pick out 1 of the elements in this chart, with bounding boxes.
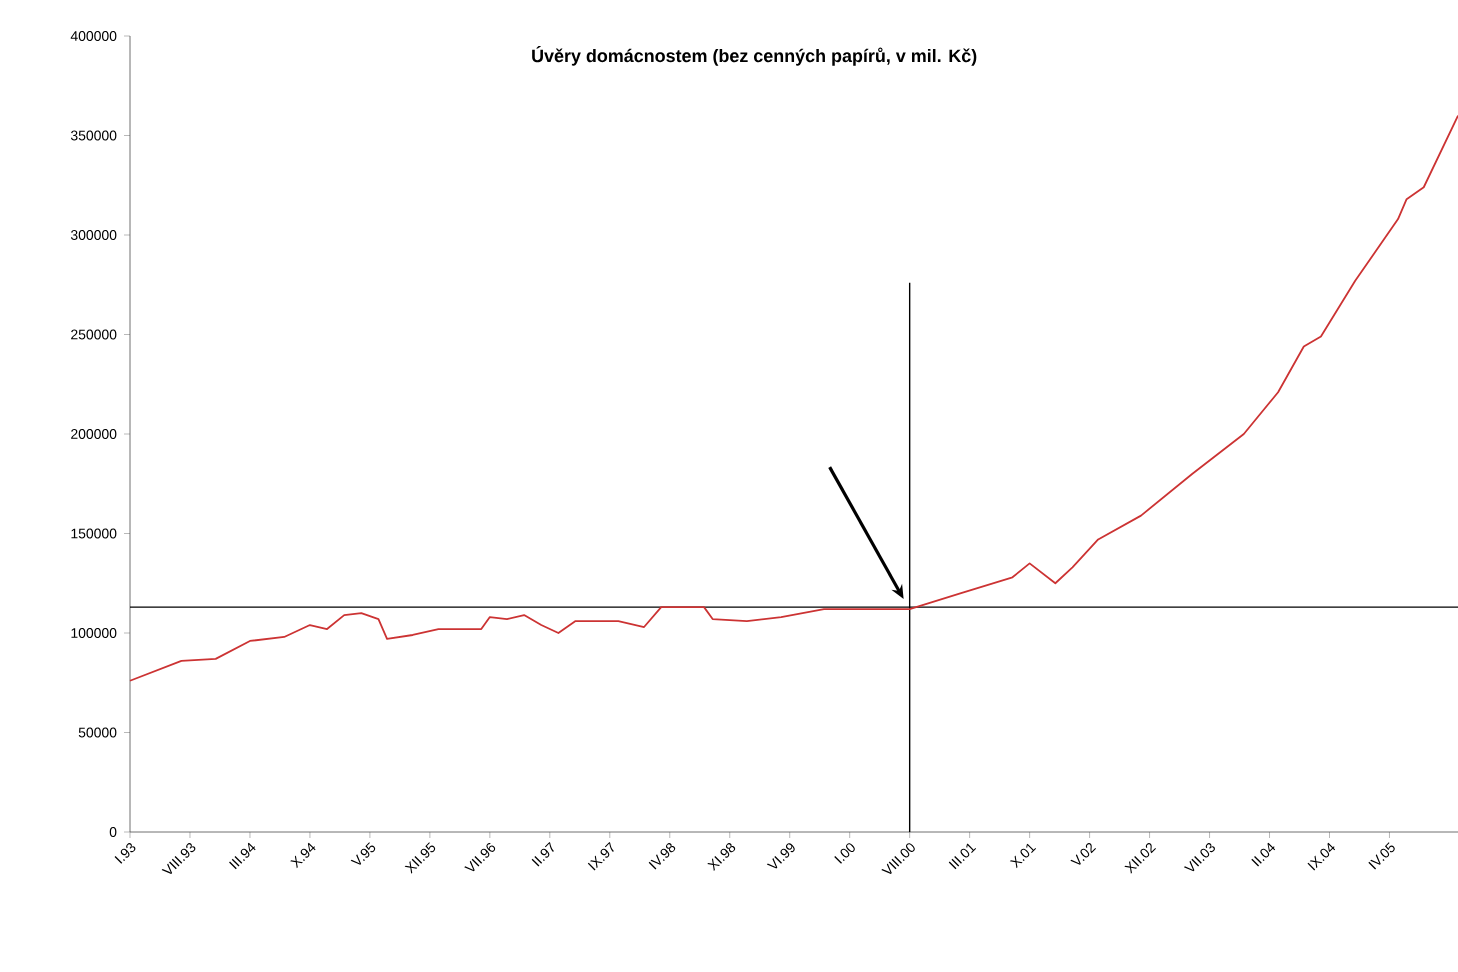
- text: Úvěry domácnostem (bez cenných papírů, v mil. Kč): [532, 46, 977, 66]
